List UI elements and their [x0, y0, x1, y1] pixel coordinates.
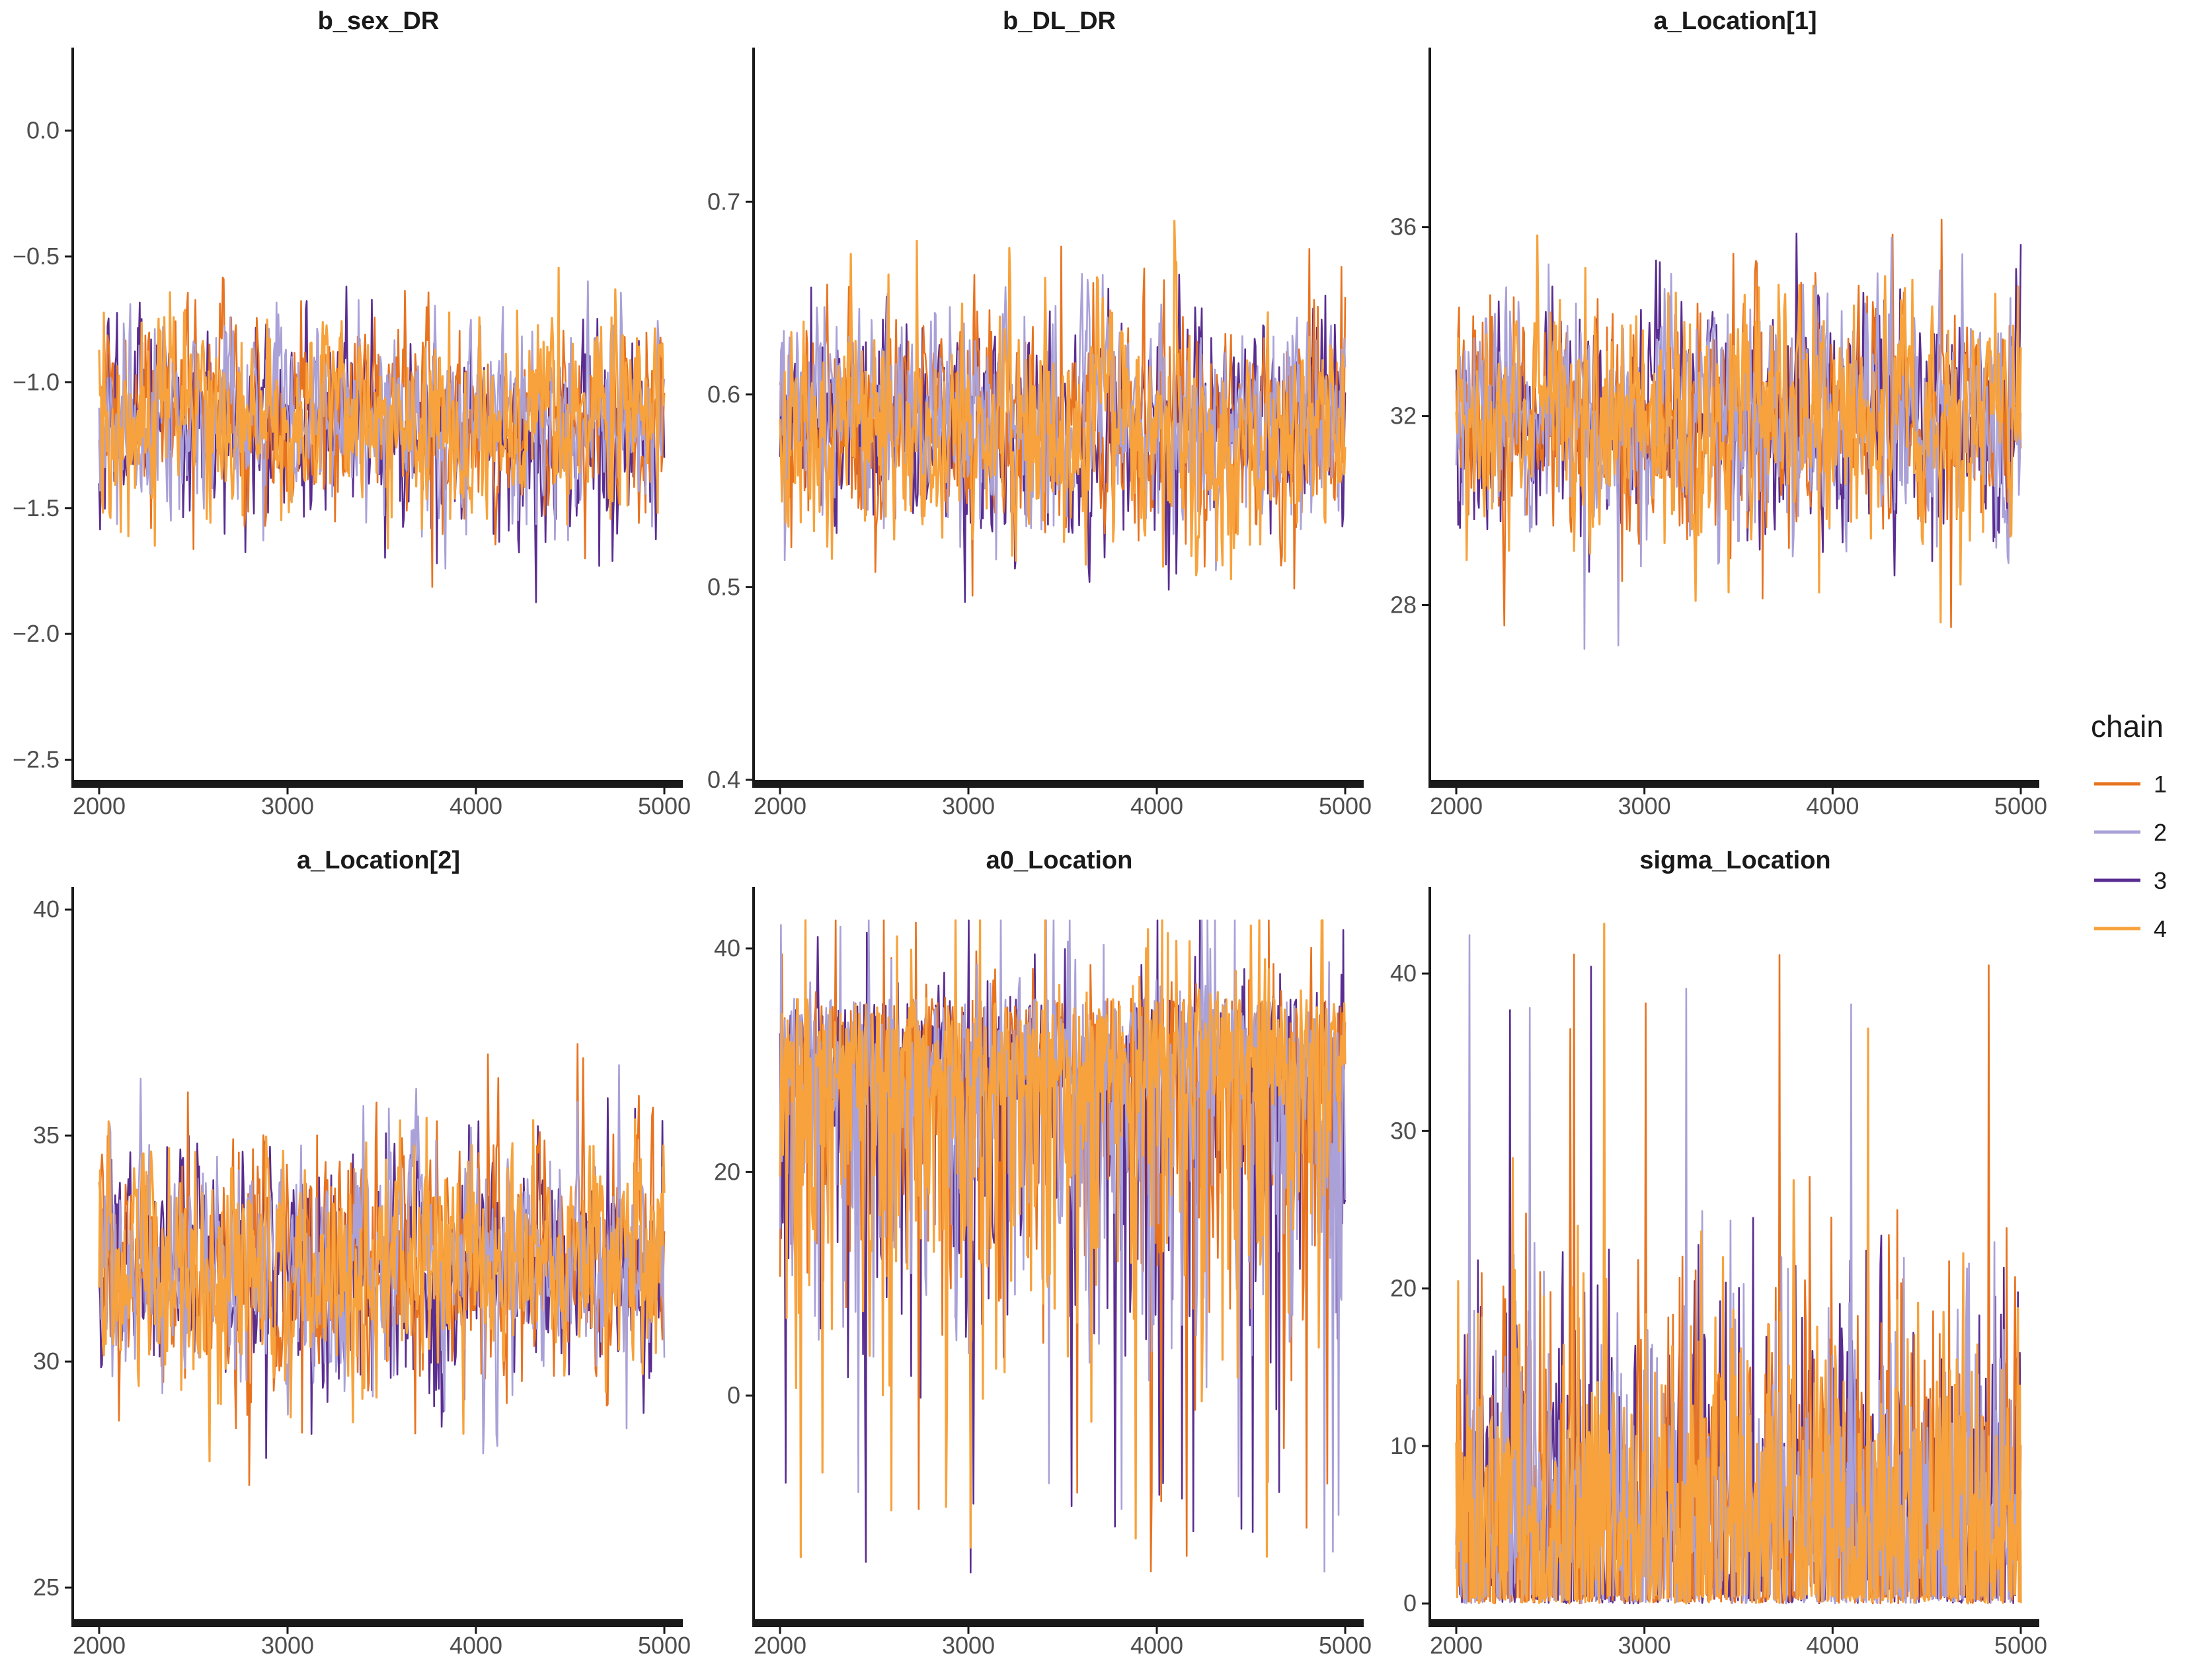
- y-tick-label: 40: [1390, 960, 1417, 987]
- y-tick-label: 0: [727, 1382, 740, 1409]
- y-tick-label: 0.7: [707, 188, 740, 215]
- y-tick-label: −0.5: [13, 243, 59, 270]
- y-tick-label: 30: [1390, 1117, 1417, 1144]
- panel-sigma-location: 0 10 20 30 40 2000 3000 4000 5000 sigma_Locatio…: [1390, 847, 2047, 1659]
- trace-line-chain-2: [98, 280, 666, 570]
- y-tick-label: 30: [33, 1348, 59, 1375]
- x-tick-label: 5000: [1319, 1632, 1372, 1659]
- legend-item-chain-2: 2: [2094, 819, 2167, 846]
- y-tick-label: 36: [1390, 213, 1417, 241]
- legend-label: 1: [2154, 771, 2167, 798]
- y-tick-label: 0.6: [707, 381, 740, 408]
- y-tick-label: 20: [714, 1158, 740, 1185]
- x-tick-label: 4000: [450, 792, 502, 820]
- x-tick-label: 3000: [942, 792, 995, 820]
- x-tick-label: 5000: [1994, 792, 2047, 820]
- trace-line-chain-3: [98, 286, 666, 603]
- legend: chain 1 2 3 4: [2091, 709, 2167, 942]
- y-tick-label: 28: [1390, 592, 1417, 619]
- x-tick-label: 3000: [942, 1632, 995, 1659]
- x-tick-label: 4000: [450, 1632, 502, 1659]
- x-axis-bar: [752, 780, 1364, 788]
- y-tick-label: 0.4: [707, 766, 740, 793]
- panel-title: b_DL_DR: [1003, 7, 1116, 35]
- panel-a-location-2: 25 30 35 40 2000 3000 4000 5000 a_Location[2]: [33, 847, 691, 1659]
- x-tick-label: 5000: [638, 1632, 691, 1659]
- y-tick-label: −1.0: [13, 368, 59, 395]
- x-tick-label: 5000: [1319, 792, 1372, 820]
- x-tick-label: 2000: [754, 1632, 806, 1659]
- x-tick-label: 5000: [1994, 1632, 2047, 1659]
- x-tick-label: 2000: [754, 792, 806, 820]
- trace-line-chain-4: [779, 219, 1347, 580]
- x-axis-bar: [71, 780, 683, 788]
- trace-line-chain-4: [1455, 234, 2022, 624]
- x-tick-label: 3000: [1618, 792, 1671, 820]
- y-tick-label: 25: [33, 1574, 59, 1601]
- y-tick-label: 32: [1390, 402, 1417, 430]
- y-tick-label: −2.0: [13, 620, 59, 647]
- y-tick-label: 0.0: [26, 117, 59, 144]
- x-tick-label: 2000: [1430, 1632, 1483, 1659]
- legend-title: chain: [2091, 709, 2164, 744]
- y-tick-label: 0.5: [707, 573, 740, 600]
- panel-a-location-1: 28 32 36 2000 3000 4000 5000 a_Location[1]: [1390, 7, 2047, 820]
- x-tick-label: 3000: [1618, 1632, 1671, 1659]
- x-tick-label: 4000: [1130, 792, 1183, 820]
- x-axis-bar: [752, 1619, 1364, 1627]
- x-tick-label: 2000: [73, 1632, 126, 1659]
- x-axis-bar: [71, 1619, 683, 1627]
- x-tick-label: 2000: [1430, 792, 1483, 820]
- panel-title: sigma_Location: [1639, 847, 1830, 874]
- x-tick-label: 2000: [73, 792, 126, 820]
- legend-label: 3: [2154, 867, 2167, 894]
- y-tick-label: −2.5: [13, 746, 59, 773]
- x-axis-bar: [1428, 1619, 2039, 1627]
- legend-item-chain-4: 4: [2094, 915, 2167, 942]
- y-tick-label: 35: [33, 1122, 59, 1149]
- x-tick-label: 3000: [261, 1632, 314, 1659]
- trace-line-chain-4: [98, 1116, 666, 1463]
- trace-line-chain-4: [1455, 923, 2022, 1605]
- trace-line-chain-4: [98, 266, 666, 550]
- y-tick-label: 20: [1390, 1275, 1417, 1302]
- x-tick-label: 4000: [1130, 1632, 1183, 1659]
- x-tick-label: 3000: [261, 792, 314, 820]
- x-axis-bar: [1428, 780, 2039, 788]
- y-tick-label: −1.5: [13, 494, 59, 521]
- panel-b-sex-dr: 0.0 −0.5 −1.0 −1.5 −2.0 −2.5 2000 3000 4000 5000…: [13, 7, 691, 820]
- panel-title: a_Location[2]: [297, 847, 460, 874]
- panel-title: a0_Location: [986, 847, 1133, 874]
- y-tick-label: 10: [1390, 1432, 1417, 1459]
- panel-a0-location: 0 20 40 2000 3000 4000 5000 a0_Location: [714, 847, 1372, 1659]
- trace-line-chain-4: [779, 919, 1347, 1558]
- panel-b-dl-dr: 0.4 0.5 0.6 0.7 2000 3000 4000 5000 b_DL_DR: [707, 7, 1372, 820]
- y-tick-label: 40: [714, 935, 740, 962]
- panel-title: b_sex_DR: [318, 7, 440, 35]
- legend-label: 4: [2154, 915, 2167, 942]
- panel-title: a_Location[1]: [1653, 7, 1817, 35]
- x-tick-label: 5000: [638, 792, 691, 820]
- legend-label: 2: [2154, 819, 2167, 846]
- x-tick-label: 4000: [1806, 1632, 1859, 1659]
- y-tick-label: 0: [1403, 1589, 1417, 1617]
- y-tick-label: 40: [33, 896, 59, 923]
- legend-item-chain-3: 3: [2094, 867, 2167, 894]
- legend-item-chain-1: 1: [2094, 771, 2167, 798]
- x-tick-label: 4000: [1806, 792, 1859, 820]
